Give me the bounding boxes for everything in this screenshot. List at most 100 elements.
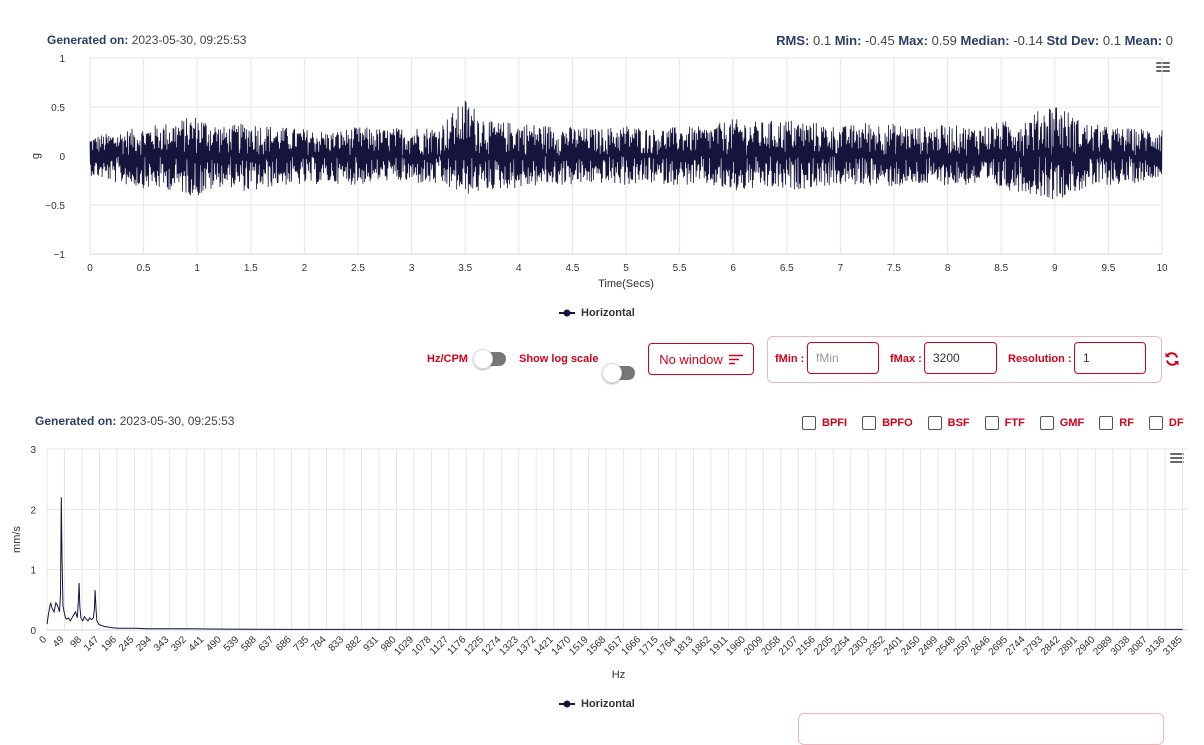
x-tick-label: 147	[82, 634, 102, 654]
top-generated-label: Generated on:	[47, 33, 129, 47]
checkbox-bpfo[interactable]: BPFO	[862, 416, 913, 430]
checkbox-box[interactable]	[927, 416, 942, 430]
legend-marker-icon	[559, 309, 575, 317]
resolution-label: Resolution :	[1008, 353, 1072, 365]
y-tick-label: 1	[30, 566, 36, 577]
x-tick-label: 7	[838, 263, 844, 274]
time-waveform-chart: 0 0.5 1 1.5 2 2.5 3 3.5 4 4.5 5 5.5 6 6.5 7 7.5 8 8.5 9 9.5…	[30, 54, 1168, 290]
resolution-input[interactable]: 1	[1074, 342, 1146, 374]
x-tick-label: 4	[516, 263, 522, 274]
y-tick-label: 0.5	[51, 103, 65, 114]
x-tick-label: 343	[152, 634, 172, 654]
min-label: Min:	[834, 33, 862, 48]
log-scale-label: Show log scale	[519, 353, 599, 365]
top-generated-value: 2023-05-30, 09:25:53	[131, 33, 247, 47]
rms-value: 0.1	[813, 33, 832, 48]
x-tick-label: 294	[134, 634, 154, 654]
top-generated-on: Generated on: 2023-05-30, 09:25:53	[47, 33, 246, 47]
x-tick-label: 0.5	[137, 263, 151, 274]
max-label: Max:	[898, 33, 928, 48]
checkbox-gmf[interactable]: GMF	[1039, 416, 1085, 430]
checkbox-rf[interactable]: RF	[1099, 416, 1134, 430]
x-tick-label: 392	[169, 634, 189, 654]
y-tick-label: 0	[59, 152, 65, 163]
checkbox-label: BPFO	[882, 417, 913, 429]
x-tick-label: 2	[302, 263, 308, 274]
x-tick-label: 7.5	[887, 263, 901, 274]
x-tick-label: 3185	[1161, 634, 1185, 658]
y-tick-label: 1	[59, 54, 65, 65]
top-legend[interactable]: Horizontal	[559, 307, 635, 319]
checkbox-label: GMF	[1059, 417, 1085, 429]
checkbox-df[interactable]: DF	[1148, 416, 1184, 430]
checkbox-box[interactable]	[1148, 416, 1163, 430]
checkbox-box[interactable]	[1099, 416, 1114, 430]
fmin-input[interactable]: fMin	[807, 342, 879, 374]
x-axis-title: Time(Secs)	[598, 278, 654, 290]
checkbox-label: FTF	[1004, 417, 1025, 429]
x-axis-title: Hz	[612, 669, 625, 681]
fmax-label: fMax :	[890, 353, 922, 365]
checkbox-ftf[interactable]: FTF	[984, 416, 1025, 430]
x-tick-label: 1	[194, 263, 200, 274]
x-tick-label: 735	[292, 634, 312, 654]
x-tick-label: 588	[239, 634, 259, 654]
top-legend-label: Horizontal	[581, 307, 635, 319]
x-tick-label: 637	[257, 634, 277, 654]
x-tick-label: 5.5	[673, 263, 687, 274]
min-value: -0.45	[865, 33, 895, 48]
checkbox-bpfi[interactable]: BPFI	[802, 416, 847, 430]
x-tick-label: 1.5	[244, 263, 258, 274]
x-tick-label: 1127	[428, 634, 451, 657]
checkbox-box[interactable]	[1039, 416, 1054, 430]
x-tick-label: 9.5	[1101, 263, 1115, 274]
x-tick-label: 833	[327, 634, 347, 654]
y-tick-label: −0.5	[45, 201, 65, 212]
filter-lines-icon	[728, 354, 743, 364]
frequency-settings-panel	[767, 336, 1162, 383]
checkbox-box[interactable]	[984, 416, 999, 430]
series-horizontal-line	[46, 497, 1183, 630]
y-tick-label: 3	[30, 445, 36, 456]
x-tick-label: 49	[51, 634, 67, 650]
x-tick-label: 3	[409, 263, 415, 274]
fmax-input[interactable]: 3200	[924, 342, 997, 374]
window-select-button[interactable]: No window	[648, 343, 754, 375]
x-tick-label: 8.5	[994, 263, 1008, 274]
x-tick-label: 6	[730, 263, 736, 274]
checkbox-label: DF	[1168, 417, 1184, 429]
checkbox-box[interactable]	[862, 416, 877, 430]
x-tick-label: 245	[117, 634, 137, 654]
bottom-generated-label: Generated on:	[35, 414, 117, 428]
x-tick-label: 931	[362, 634, 382, 654]
mean-label: Mean:	[1124, 33, 1163, 48]
bottom-legend[interactable]: Horizontal	[559, 698, 635, 710]
top-chart-menu-icon[interactable]	[1156, 62, 1170, 73]
x-tick-label: 539	[222, 634, 242, 654]
x-tick-label: 98	[68, 634, 84, 650]
median-label: Median:	[960, 33, 1010, 48]
signal-statistics: RMS: 0.1 Min: -0.45 Max: 0.59 Median: -0…	[776, 33, 1173, 48]
checkbox-label: BSF	[947, 417, 970, 429]
std-dev-value: 0.1	[1102, 33, 1121, 48]
bottom-chart-menu-icon[interactable]	[1170, 453, 1184, 464]
checkbox-box[interactable]	[802, 416, 816, 430]
checkbox-bsf[interactable]: BSF	[927, 416, 970, 430]
hz-cpm-toggle[interactable]	[473, 349, 506, 369]
x-tick-label: 2.5	[351, 263, 365, 274]
bottom-generated-on: Generated on: 2023-05-30, 09:25:53	[35, 414, 234, 428]
x-tick-label: 8	[945, 263, 951, 274]
x-tick-label: 196	[99, 634, 119, 654]
y-axis-title: g	[30, 153, 42, 159]
series-horizontal-line	[89, 100, 1163, 200]
fmin-label: fMin :	[775, 353, 805, 365]
fault-frequency-checkboxes: BPFI BPFO BSF FTF GMF RF DF	[802, 416, 1184, 430]
fft-spectrum-chart: 0 49 9814719624529434339244149053958863768…	[11, 445, 1188, 681]
refresh-icon[interactable]	[1164, 351, 1180, 367]
log-scale-toggle[interactable]	[602, 363, 635, 383]
x-tick-label: 10	[1156, 263, 1168, 274]
bottom-frequency-settings-panel	[798, 713, 1164, 745]
mean-value: 0	[1165, 33, 1173, 48]
max-value: 0.59	[931, 33, 957, 48]
y-tick-label: 0	[30, 626, 36, 637]
